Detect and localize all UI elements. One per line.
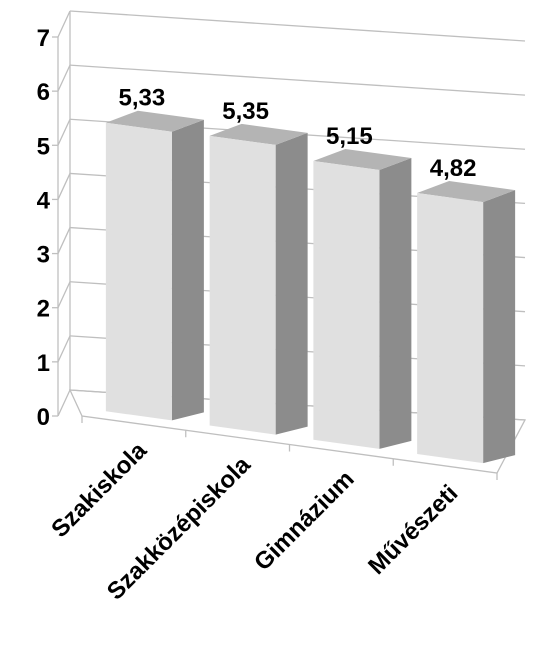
side-gridline xyxy=(57,227,71,254)
side-gridline xyxy=(57,119,71,146)
side-gridline xyxy=(57,64,71,92)
bar-top xyxy=(417,181,516,203)
category-label: Művészeti xyxy=(363,480,463,580)
y-axis-ticks: 0 1 2 3 4 5 6 7 xyxy=(37,25,51,431)
bar-front xyxy=(105,122,172,421)
bar-side xyxy=(379,158,412,449)
y-tick-label: 7 xyxy=(37,25,50,52)
data-label: 4,82 xyxy=(430,155,477,182)
data-label: 5,33 xyxy=(119,85,166,112)
bar-front xyxy=(313,160,380,449)
bar xyxy=(105,110,204,421)
bar-top xyxy=(313,148,412,171)
side-gridline xyxy=(57,281,71,308)
gridline xyxy=(69,10,526,42)
bar xyxy=(209,123,308,435)
y-tick-label: 3 xyxy=(37,242,50,269)
y-tick-label: 4 xyxy=(37,187,51,214)
category-label: Gimnázium xyxy=(249,466,360,577)
data-labels: 5,33 5,35 5,15 4,82 xyxy=(119,85,477,182)
bar-front xyxy=(209,135,276,435)
y-tick-label: 1 xyxy=(37,350,50,377)
side-gridline xyxy=(57,173,71,200)
bar-top xyxy=(209,123,308,145)
gridline xyxy=(69,64,526,96)
y-tick-label: 6 xyxy=(37,79,50,106)
y-tick-label: 2 xyxy=(37,296,50,323)
side-gridline xyxy=(57,335,71,363)
category-label: Szakiskola xyxy=(46,437,152,543)
side-gridline xyxy=(57,10,71,38)
y-tick-label: 0 xyxy=(37,404,50,431)
bar xyxy=(417,181,516,464)
y-tick-label: 5 xyxy=(37,133,50,160)
data-label: 5,15 xyxy=(326,123,373,150)
bar-side xyxy=(483,190,516,464)
bar xyxy=(313,148,412,449)
bar-top xyxy=(105,110,204,132)
bars xyxy=(105,110,516,464)
side-gridline xyxy=(57,389,71,417)
data-label: 5,35 xyxy=(222,98,269,125)
bar-side xyxy=(275,132,308,435)
bar-front xyxy=(417,193,484,464)
bar-side xyxy=(171,119,204,421)
